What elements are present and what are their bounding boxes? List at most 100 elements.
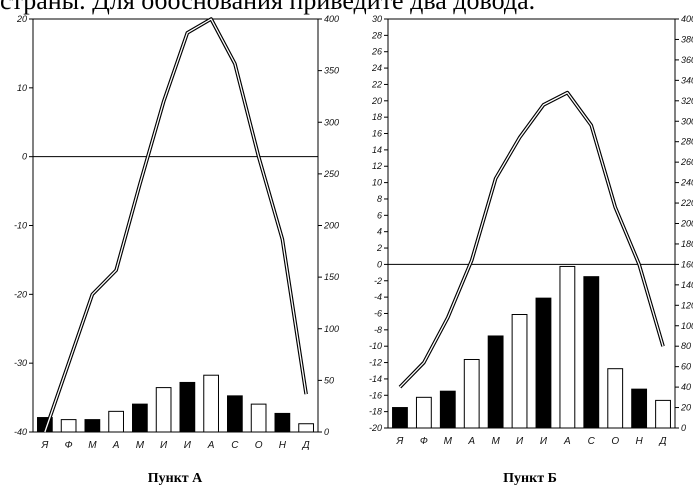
temperature-tick-label: -10 — [14, 221, 27, 231]
temperature-tick-label: 6 — [377, 210, 382, 220]
precipitation-tick-label: 0 — [681, 423, 686, 433]
climate-chart-point-b: 302826242220181614121086420-2-4-6-8-10-1… — [369, 14, 693, 486]
month-label: М — [88, 440, 97, 451]
temperature-tick-label: -14 — [369, 374, 382, 384]
month-label: Я — [396, 436, 404, 447]
precipitation-tick-label: 260 — [680, 157, 693, 167]
precipitation-bar — [463, 358, 480, 429]
temperature-tick-label: 24 — [371, 63, 382, 73]
precipitation-tick-label: 300 — [324, 117, 339, 127]
precipitation-bar — [511, 314, 528, 429]
temperature-tick-label: 28 — [371, 30, 382, 40]
precipitation-bar — [227, 395, 243, 433]
precipitation-bar — [155, 387, 172, 433]
month-label: И — [160, 440, 168, 451]
precipitation-tick-label: 350 — [324, 66, 339, 76]
temperature-tick-label: -8 — [374, 325, 382, 335]
precipitation-bar — [274, 412, 291, 433]
month-label: А — [207, 440, 215, 451]
month-label: О — [611, 436, 619, 447]
month-label: И — [184, 440, 192, 451]
temperature-tick-label: 0 — [22, 152, 27, 162]
temperature-line-inner — [44, 18, 307, 433]
precipitation-tick-label: 120 — [681, 300, 693, 310]
month-label: Д — [659, 436, 667, 447]
precipitation-bar — [439, 390, 456, 429]
precipitation-bar — [392, 407, 408, 429]
precipitation-bar — [631, 388, 648, 429]
precipitation-tick-label: 200 — [323, 221, 339, 231]
precipitation-tick-label: 0 — [324, 427, 329, 437]
temperature-tick-label: 20 — [371, 96, 382, 106]
precipitation-tick-label: 300 — [681, 116, 693, 126]
temperature-tick-label: 2 — [376, 243, 382, 253]
month-label: М — [136, 440, 145, 451]
temperature-tick-label: 10 — [372, 178, 382, 188]
temperature-tick-label: -10 — [369, 341, 382, 351]
chart-caption: Пункт А — [148, 471, 203, 486]
precipitation-tick-label: 250 — [323, 169, 339, 179]
precipitation-tick-label: 320 — [681, 96, 693, 106]
month-label: И — [540, 436, 548, 447]
precipitation-bar — [298, 423, 314, 433]
month-label: С — [588, 436, 596, 447]
temperature-tick-label: 26 — [371, 47, 382, 57]
month-label: А — [112, 440, 120, 451]
temperature-tick-label: -12 — [369, 358, 382, 368]
month-label: Н — [636, 436, 644, 447]
month-label: М — [444, 436, 453, 447]
temperature-tick-label: 30 — [372, 14, 382, 24]
precipitation-tick-label: 150 — [324, 272, 339, 282]
plot-frame — [32, 18, 319, 433]
precipitation-tick-label: 60 — [681, 362, 691, 372]
temperature-line — [398, 90, 665, 389]
precipitation-tick-label: 200 — [680, 219, 693, 229]
temperature-tick-label: 12 — [372, 161, 382, 171]
month-label: Ф — [420, 436, 428, 447]
precipitation-tick-label: 340 — [681, 75, 693, 85]
temperature-tick-label: -20 — [14, 289, 27, 299]
month-label: А — [563, 436, 571, 447]
task-text-fragment: страны. Для обоснования приведите два до… — [0, 0, 536, 15]
precipitation-tick-label: 100 — [681, 321, 693, 331]
precipitation-tick-label: 240 — [680, 178, 693, 188]
temperature-tick-label: -4 — [374, 292, 382, 302]
temperature-tick-label: 14 — [372, 145, 382, 155]
precipitation-bar — [108, 410, 124, 433]
precipitation-tick-label: 140 — [681, 280, 693, 290]
month-label: Я — [40, 440, 48, 451]
temperature-tick-label: 20 — [16, 14, 27, 24]
temperature-tick-label: -20 — [369, 423, 382, 433]
precipitation-tick-label: 20 — [680, 403, 691, 413]
temperature-tick-label: -16 — [369, 390, 382, 400]
month-label: С — [231, 440, 239, 451]
precipitation-tick-label: 160 — [681, 259, 693, 269]
precipitation-bar — [203, 374, 219, 433]
climate-chart-point-a: 20100-10-20-30-4040035030025020015010050… — [14, 14, 339, 486]
precipitation-bar — [583, 276, 600, 429]
month-label: Н — [279, 440, 287, 451]
temperature-tick-label: 0 — [377, 259, 382, 269]
temperature-tick-label: -2 — [374, 276, 382, 286]
precipitation-bar — [559, 265, 576, 429]
temperature-tick-label: 8 — [377, 194, 382, 204]
precipitation-bar — [415, 396, 432, 429]
precipitation-bar — [607, 368, 624, 429]
plot-frame — [387, 18, 676, 429]
temperature-tick-label: -6 — [374, 308, 382, 318]
precipitation-bar — [655, 399, 671, 429]
month-label: Ф — [65, 440, 73, 451]
temperature-line-inner — [399, 91, 664, 388]
month-label: О — [255, 440, 263, 451]
temperature-tick-label: 10 — [17, 83, 27, 93]
precipitation-bar — [60, 419, 77, 433]
month-label: А — [467, 436, 475, 447]
precipitation-tick-label: 220 — [680, 198, 693, 208]
precipitation-bar — [487, 335, 504, 429]
temperature-tick-label: 16 — [372, 129, 382, 139]
precipitation-tick-label: 100 — [324, 324, 339, 334]
month-label: Д — [302, 440, 310, 451]
precipitation-tick-label: 400 — [681, 14, 693, 24]
precipitation-tick-label: 40 — [681, 382, 691, 392]
